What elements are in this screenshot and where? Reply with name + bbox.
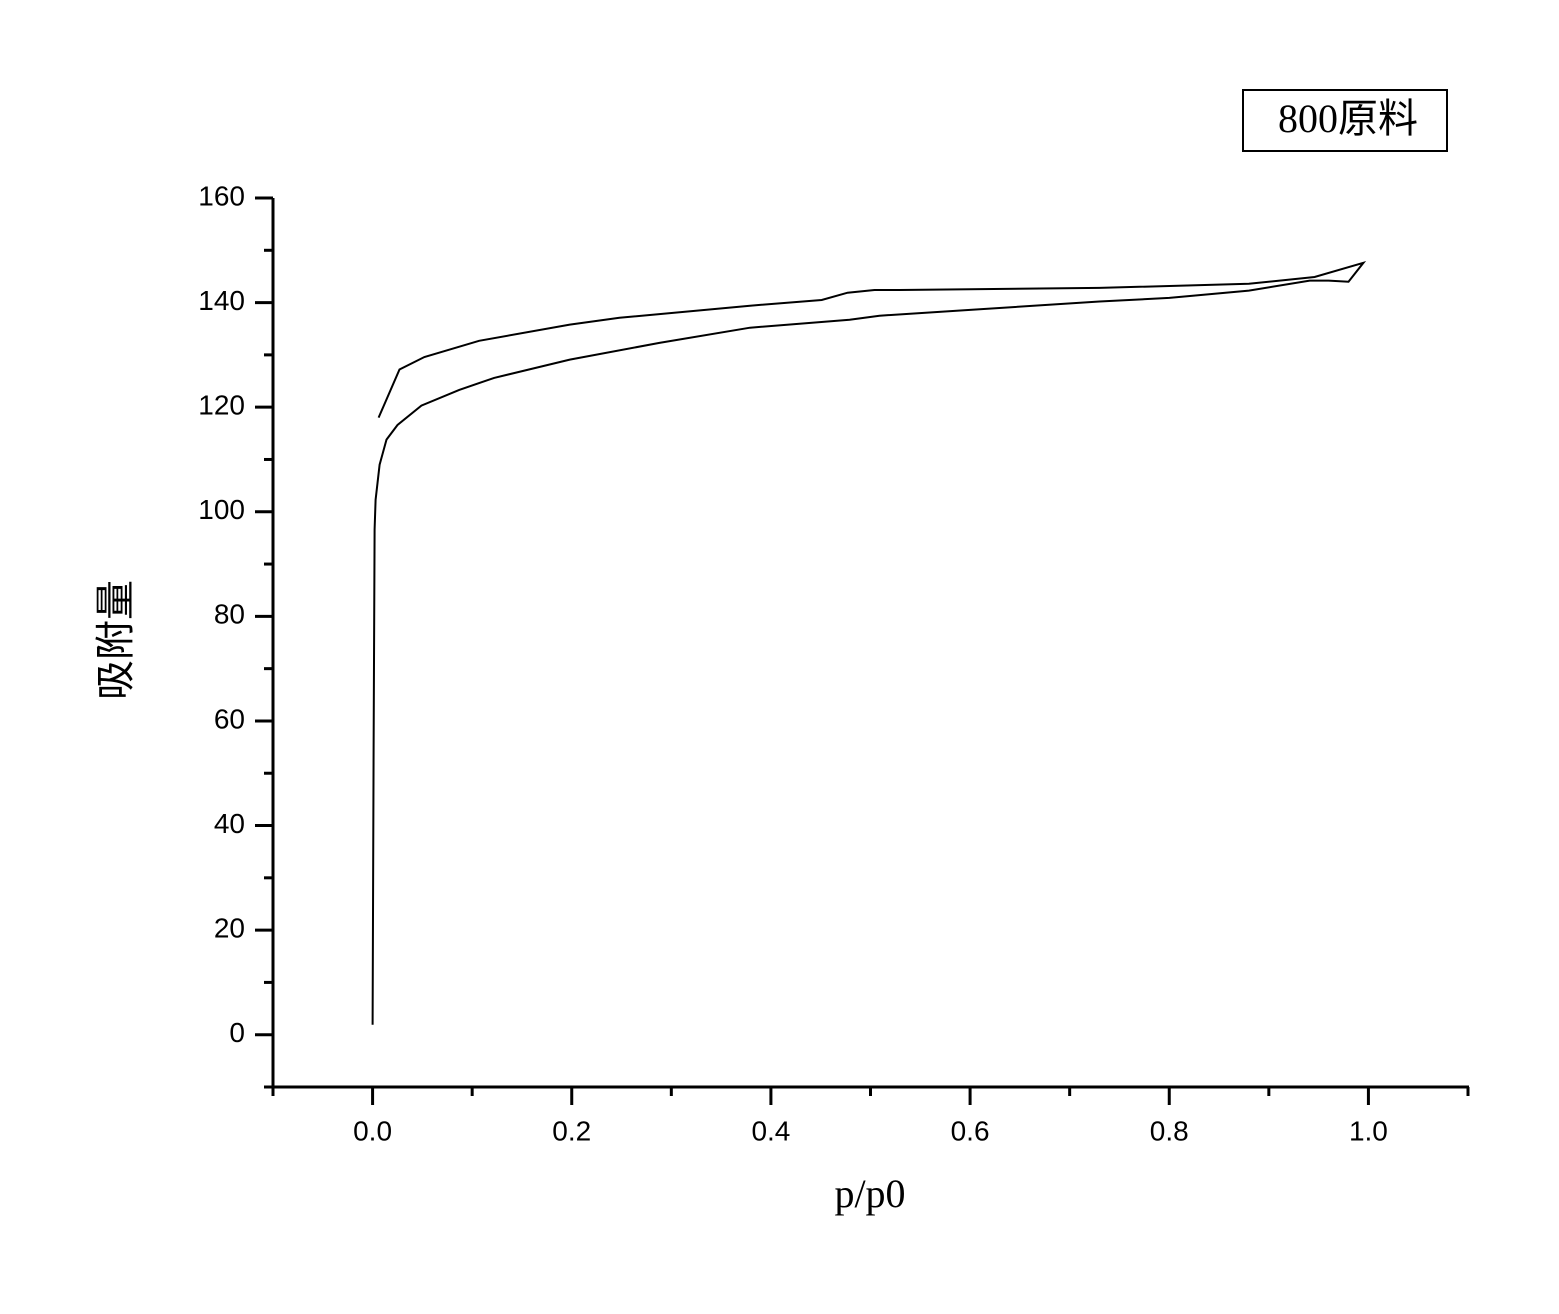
x-axis-label: p/p0 — [834, 1171, 905, 1216]
y-tick-label: 140 — [198, 285, 245, 316]
x-tick-label: 0.8 — [1150, 1115, 1189, 1146]
y-tick-label: 160 — [198, 180, 245, 211]
x-tick-label: 0.6 — [951, 1115, 990, 1146]
y-tick-label: 100 — [198, 494, 245, 525]
y-tick-label: 0 — [229, 1017, 245, 1048]
legend-label: 800原料 — [1278, 96, 1418, 141]
x-tick-label: 0.2 — [552, 1115, 591, 1146]
legend-box — [1242, 89, 1448, 152]
y-tick-label: 80 — [214, 599, 245, 630]
y-tick-label: 120 — [198, 390, 245, 421]
x-tick-label: 1.0 — [1349, 1115, 1388, 1146]
data-line — [371, 260, 1367, 1025]
x-tick-label: 0.0 — [353, 1115, 392, 1146]
y-tick-label: 60 — [214, 703, 245, 734]
y-axis-label: 吸附量 — [93, 580, 138, 700]
y-tick-label: 40 — [214, 808, 245, 839]
x-tick-label: 0.4 — [751, 1115, 790, 1146]
y-tick-label: 20 — [214, 913, 245, 944]
